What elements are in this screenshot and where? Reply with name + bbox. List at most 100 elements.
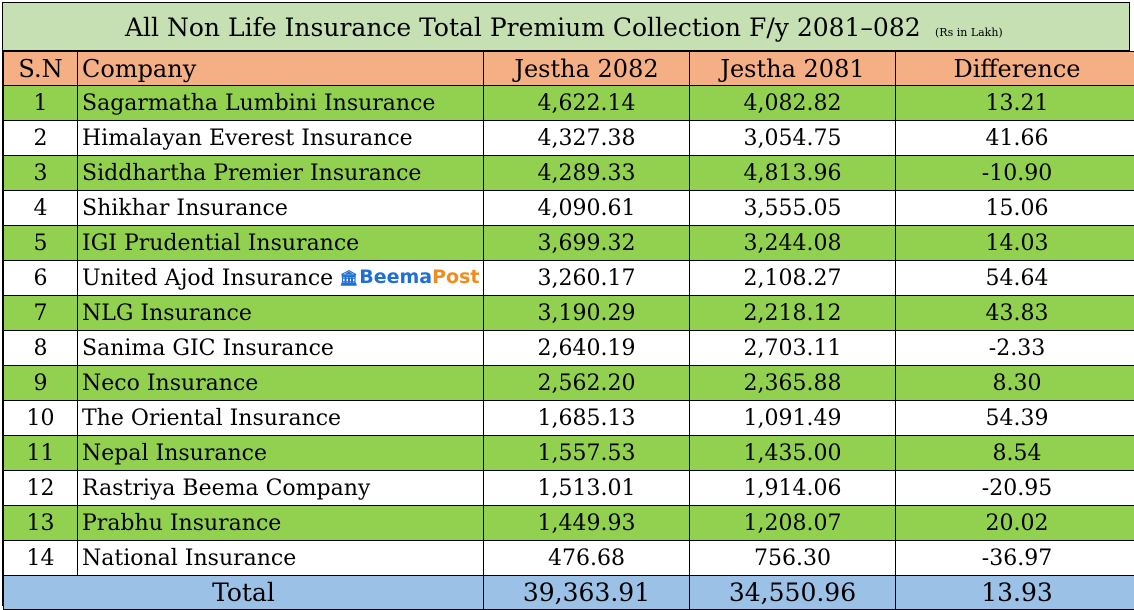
cell-company: National Insurance: [78, 541, 484, 576]
cell-jestha-2081: 1,091.49: [690, 401, 896, 436]
table-row: 14 National Insurance 476.68 756.30 -36.…: [4, 541, 1134, 576]
cell-jestha-2082: 4,327.38: [484, 121, 690, 156]
cell-difference: 41.66: [896, 121, 1134, 156]
cell-company: Siddhartha Premier Insurance: [78, 156, 484, 191]
cell-jestha-2081: 4,082.82: [690, 86, 896, 121]
header-sn: S.N: [4, 52, 78, 86]
cell-sn: 3: [4, 156, 78, 191]
cell-company: Sagarmatha Lumbini Insurance: [78, 86, 484, 121]
logo-text-post: Post: [432, 266, 479, 288]
cell-jestha-2082: 1,513.01: [484, 471, 690, 506]
cell-company: Shikhar Insurance: [78, 191, 484, 226]
cell-company: The Oriental Insurance: [78, 401, 484, 436]
cell-difference: 54.39: [896, 401, 1134, 436]
cell-sn: 1: [4, 86, 78, 121]
cell-jestha-2082: 1,449.93: [484, 506, 690, 541]
table-row: 1 Sagarmatha Lumbini Insurance 4,622.14 …: [4, 86, 1134, 121]
cell-difference: -20.95: [896, 471, 1134, 506]
total-label: Total: [4, 576, 484, 610]
table-row: 5 IGI Prudential Insurance 3,699.32 3,24…: [4, 226, 1134, 261]
cell-jestha-2082: 4,289.33: [484, 156, 690, 191]
title-row: All Non Life Insurance Total Premium Col…: [3, 3, 1129, 51]
cell-difference: 54.64: [896, 261, 1134, 296]
cell-jestha-2081: 1,208.07: [690, 506, 896, 541]
cell-sn: 5: [4, 226, 78, 261]
cell-difference: 20.02: [896, 506, 1134, 541]
bank-building-icon: 🏛︎: [339, 269, 358, 287]
cell-jestha-2081: 4,813.96: [690, 156, 896, 191]
cell-company: Prabhu Insurance: [78, 506, 484, 541]
cell-sn: 6: [4, 261, 78, 296]
cell-difference: 43.83: [896, 296, 1134, 331]
cell-sn: 14: [4, 541, 78, 576]
table-row: 2 Himalayan Everest Insurance 4,327.38 3…: [4, 121, 1134, 156]
unit-note: (Rs in Lakh): [935, 26, 1003, 39]
company-name: United Ajod Insurance: [82, 266, 333, 291]
cell-jestha-2081: 2,108.27: [690, 261, 896, 296]
beemapost-logo: 🏛︎BeemaPost: [339, 266, 479, 288]
cell-jestha-2082: 4,090.61: [484, 191, 690, 226]
cell-difference: 8.30: [896, 366, 1134, 401]
cell-jestha-2081: 2,703.11: [690, 331, 896, 366]
table-row: 9 Neco Insurance 2,562.20 2,365.88 8.30: [4, 366, 1134, 401]
logo-text-beema: Beema: [359, 266, 432, 288]
total-row: Total 39,363.91 34,550.96 13.93: [4, 576, 1134, 610]
table-row: 4 Shikhar Insurance 4,090.61 3,555.05 15…: [4, 191, 1134, 226]
total-jestha-2082: 39,363.91: [484, 576, 690, 610]
cell-jestha-2082: 4,622.14: [484, 86, 690, 121]
cell-company: NLG Insurance: [78, 296, 484, 331]
cell-jestha-2082: 1,685.13: [484, 401, 690, 436]
cell-jestha-2082: 3,260.17: [484, 261, 690, 296]
cell-sn: 13: [4, 506, 78, 541]
premium-table: S.N Company Jestha 2082 Jestha 2081 Diff…: [3, 51, 1134, 610]
cell-difference: -2.33: [896, 331, 1134, 366]
cell-company: Sanima GIC Insurance: [78, 331, 484, 366]
table-row: 6 United Ajod Insurance 🏛︎BeemaPost 3,260…: [4, 261, 1134, 296]
header-company: Company: [78, 52, 484, 86]
cell-difference: 15.06: [896, 191, 1134, 226]
cell-company: Rastriya Beema Company: [78, 471, 484, 506]
header-jestha-2081: Jestha 2081: [690, 52, 896, 86]
cell-difference: -36.97: [896, 541, 1134, 576]
cell-company: United Ajod Insurance 🏛︎BeemaPost: [78, 261, 484, 296]
table-row: 3 Siddhartha Premier Insurance 4,289.33 …: [4, 156, 1134, 191]
table-title: All Non Life Insurance Total Premium Col…: [125, 13, 921, 42]
cell-jestha-2082: 2,640.19: [484, 331, 690, 366]
cell-jestha-2082: 3,190.29: [484, 296, 690, 331]
table-row: 8 Sanima GIC Insurance 2,640.19 2,703.11…: [4, 331, 1134, 366]
table-row: 12 Rastriya Beema Company 1,513.01 1,914…: [4, 471, 1134, 506]
cell-jestha-2081: 3,054.75: [690, 121, 896, 156]
cell-jestha-2082: 476.68: [484, 541, 690, 576]
cell-difference: -10.90: [896, 156, 1134, 191]
table-row: 11 Nepal Insurance 1,557.53 1,435.00 8.5…: [4, 436, 1134, 471]
table-row: 10 The Oriental Insurance 1,685.13 1,091…: [4, 401, 1134, 436]
cell-sn: 7: [4, 296, 78, 331]
table-row: 7 NLG Insurance 3,190.29 2,218.12 43.83: [4, 296, 1134, 331]
cell-sn: 4: [4, 191, 78, 226]
table-body: 1 Sagarmatha Lumbini Insurance 4,622.14 …: [4, 86, 1134, 610]
cell-sn: 11: [4, 436, 78, 471]
total-difference: 13.93: [896, 576, 1134, 610]
cell-jestha-2081: 2,365.88: [690, 366, 896, 401]
cell-sn: 8: [4, 331, 78, 366]
cell-jestha-2081: 3,555.05: [690, 191, 896, 226]
cell-sn: 10: [4, 401, 78, 436]
header-difference: Difference: [896, 52, 1134, 86]
cell-jestha-2082: 1,557.53: [484, 436, 690, 471]
cell-jestha-2082: 2,562.20: [484, 366, 690, 401]
cell-jestha-2081: 756.30: [690, 541, 896, 576]
cell-jestha-2081: 1,435.00: [690, 436, 896, 471]
header-row: S.N Company Jestha 2082 Jestha 2081 Diff…: [4, 52, 1134, 86]
cell-company: IGI Prudential Insurance: [78, 226, 484, 261]
cell-sn: 12: [4, 471, 78, 506]
cell-company: Himalayan Everest Insurance: [78, 121, 484, 156]
cell-sn: 9: [4, 366, 78, 401]
cell-jestha-2081: 3,244.08: [690, 226, 896, 261]
cell-jestha-2081: 2,218.12: [690, 296, 896, 331]
cell-sn: 2: [4, 121, 78, 156]
cell-company: Nepal Insurance: [78, 436, 484, 471]
cell-difference: 13.21: [896, 86, 1134, 121]
total-jestha-2081: 34,550.96: [690, 576, 896, 610]
cell-company: Neco Insurance: [78, 366, 484, 401]
